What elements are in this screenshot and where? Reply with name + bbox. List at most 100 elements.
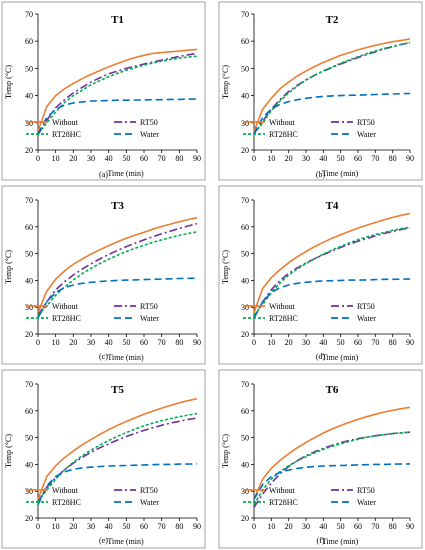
y-tick-label: 20 — [241, 330, 249, 339]
series-line-rt50 — [37, 222, 198, 316]
x-tick-label: 10 — [52, 522, 60, 531]
x-tick-label: 20 — [285, 154, 293, 163]
y-tick-label: 30 — [25, 487, 33, 496]
x-tick-label: 90 — [193, 338, 201, 347]
x-tick-label: 90 — [406, 522, 414, 531]
legend-label: RT28HC — [269, 498, 298, 507]
y-axis-label: Temp (°C) — [4, 65, 13, 99]
series-line-water — [253, 278, 410, 319]
series-line-without — [37, 216, 198, 313]
panel-sublabel: (d) — [316, 352, 326, 361]
legend-label: Water — [357, 498, 376, 507]
series-line-rt28hc — [37, 55, 198, 135]
series-line-water — [253, 92, 411, 135]
x-tick-label: 60 — [354, 154, 362, 163]
x-tick-label: 60 — [354, 522, 362, 531]
series-line-without — [253, 212, 411, 313]
x-axis-label: Time (min) — [322, 169, 359, 178]
x-tick-label: 10 — [267, 338, 275, 347]
y-tick-label: 50 — [25, 64, 33, 73]
panel-sublabel: (f) — [317, 536, 325, 545]
legend-label: RT50 — [140, 486, 158, 495]
y-axis-label: Temp (°C) — [221, 65, 230, 99]
x-tick-label: 70 — [158, 338, 166, 347]
legend-label: Without — [269, 486, 296, 495]
y-tick-label: 30 — [25, 303, 33, 312]
legend-label: Without — [52, 302, 79, 311]
x-tick-label: 90 — [406, 154, 414, 163]
legend: Without RT50 RT28HC Water — [26, 302, 159, 323]
series-line-rt50 — [37, 417, 198, 503]
panel-title: T5 — [111, 384, 124, 396]
panel-sublabel: (b) — [316, 170, 326, 179]
y-tick-label: 30 — [241, 119, 249, 128]
x-tick-label: 50 — [122, 522, 130, 531]
x-tick-label: 0 — [252, 338, 256, 347]
series-line-water — [253, 463, 411, 500]
legend-label: RT28HC — [52, 130, 81, 139]
y-tick-label: 70 — [25, 10, 33, 19]
x-tick-label: 30 — [302, 154, 310, 163]
legend-label: RT50 — [357, 486, 375, 495]
y-tick-label: 50 — [25, 434, 33, 443]
y-tick-label: 70 — [241, 380, 249, 389]
x-tick-label: 20 — [69, 522, 77, 531]
panel-title: T3 — [111, 200, 124, 212]
legend-label: Without — [52, 118, 79, 127]
x-tick-label: 40 — [105, 338, 113, 347]
y-tick-label: 60 — [241, 223, 249, 232]
x-tick-label: 40 — [319, 338, 327, 347]
legend: Without RT50 RT28HC Water — [243, 302, 376, 323]
chart-panel-t4: 20 30 40 50 60 70 0 10 20 30 40 50 60 70 80 90 T4 Temp (°… — [218, 185, 423, 365]
x-tick-label: 40 — [319, 522, 327, 531]
x-tick-label: 50 — [122, 154, 130, 163]
x-tick-label: 50 — [337, 338, 345, 347]
y-tick-label: 70 — [241, 196, 249, 205]
panel-sublabel: (a) — [99, 170, 108, 179]
y-axis-label: Temp (°C) — [4, 434, 13, 468]
y-axis-label: Temp (°C) — [221, 250, 230, 284]
series-line-without — [37, 48, 198, 132]
x-tick-label: 0 — [252, 522, 256, 531]
chart-panel-t1: 20 30 40 50 60 70 0 10 20 30 40 50 60 70 80 90 T1 Temp (°… — [1, 1, 206, 181]
x-tick-label: 90 — [193, 154, 201, 163]
series-line-rt50 — [37, 52, 198, 136]
x-tick-label: 50 — [337, 154, 345, 163]
y-tick-label: 40 — [25, 92, 33, 101]
legend-label: RT28HC — [52, 314, 81, 323]
y-tick-label: 40 — [25, 276, 33, 285]
x-tick-label: 60 — [140, 522, 148, 531]
x-tick-label: 30 — [302, 338, 310, 347]
series-line-water — [37, 98, 197, 135]
series-line-water — [37, 277, 197, 319]
y-tick-label: 20 — [241, 514, 249, 523]
x-axis-label: Time (min) — [107, 537, 144, 546]
x-tick-label: 70 — [371, 154, 379, 163]
chart-panel-t5: 20 30 40 50 60 70 0 10 20 30 40 50 60 70 80 90 T5 Temp (°… — [1, 369, 206, 549]
legend: Without RT50 RT28HC Water — [26, 486, 159, 507]
x-axis-label: Time (min) — [107, 353, 144, 362]
x-tick-label: 20 — [285, 338, 293, 347]
y-tick-label: 20 — [25, 146, 33, 155]
panel-title: T6 — [326, 384, 339, 396]
x-tick-label: 70 — [158, 522, 166, 531]
x-tick-label: 70 — [158, 154, 166, 163]
y-tick-label: 70 — [25, 380, 33, 389]
y-tick-label: 50 — [241, 64, 249, 73]
y-tick-label: 40 — [241, 92, 249, 101]
x-tick-label: 0 — [36, 522, 40, 531]
x-tick-label: 90 — [193, 522, 201, 531]
y-tick-label: 40 — [25, 460, 33, 469]
legend-label: Water — [140, 314, 159, 323]
x-tick-label: 80 — [389, 522, 397, 531]
x-tick-label: 80 — [389, 338, 397, 347]
panel-sublabel: (c) — [99, 352, 108, 361]
x-tick-label: 70 — [371, 522, 379, 531]
x-tick-label: 60 — [140, 154, 148, 163]
legend-label: RT28HC — [269, 314, 298, 323]
y-tick-label: 40 — [241, 276, 249, 285]
y-tick-label: 60 — [25, 407, 33, 416]
legend: Without RT50 RT28HC Water — [26, 118, 159, 139]
legend-label: RT28HC — [52, 498, 81, 507]
